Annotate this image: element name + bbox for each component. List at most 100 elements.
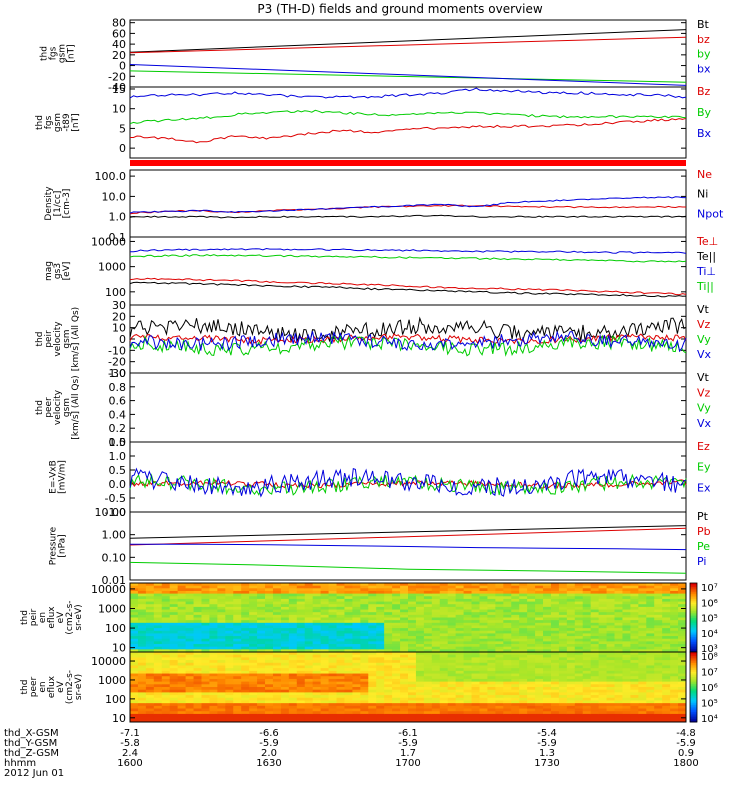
colorbar-tick-label: 10⁴ (701, 629, 718, 640)
time-axis-value: -4.8 (676, 728, 696, 739)
y-axis-label-line: sr-eV) (74, 674, 84, 700)
y-axis-label-line: peir (29, 608, 39, 626)
y-tick-label: 10 (112, 712, 126, 725)
y-axis-label-line: mag (44, 261, 54, 281)
panel-peir_spec: 10³ 10⁴ 10⁵ 10⁶ 10⁷ 10 100 1000 10000 thd peir en ef… (20, 582, 718, 655)
series-fgs-bx (129, 64, 687, 86)
y-tick-label: 0.2 (109, 422, 127, 435)
time-axis-value: -6.1 (398, 728, 418, 739)
y-axis-label-line: en (38, 681, 48, 692)
time-axis-value: 2.4 (122, 748, 138, 759)
y-tick-label: 1.0 (109, 367, 127, 380)
colorbar-tick-label: 10⁶ (701, 683, 718, 694)
y-tick-label: 0.10 (102, 551, 127, 564)
time-axis-value: 1700 (395, 758, 420, 769)
y-axis-label-line: fgs (49, 46, 59, 60)
y-tick-label: 100.0 (95, 170, 127, 183)
series-fgs-by (129, 70, 687, 83)
time-axis-value: 1630 (256, 758, 281, 769)
series-temp-ti|| (129, 254, 687, 263)
y-axis-label-line: thd (35, 115, 45, 130)
y-axis-label-line: [km/s] (All Qs) (71, 307, 81, 371)
legend-fgs-bt: Bt (697, 18, 710, 31)
legend-temp-te⊥: Te⊥ (696, 235, 718, 248)
y-axis-label-line: [eV] (62, 262, 72, 281)
y-axis-label-line: [nPa] (58, 534, 68, 557)
y-axis-label-line: gsm (62, 329, 72, 348)
legend-peir-vy: Vy (697, 333, 711, 346)
panel-peer: 0.00.20.40.60.81.0 thd peer velocity gsm [km/… (35, 367, 712, 449)
legend-efield-ez: Ez (697, 440, 710, 453)
legend-pressure-pi: Pi (697, 555, 706, 568)
series-t89-bx (129, 87, 687, 99)
legend-peir-vt: Vt (697, 303, 710, 316)
time-axis: thd_X-GSM -7.1 -6.6 -6.1 -5.4 -4.8 thd_Y-GSM -5… (4, 728, 699, 779)
y-tick-label: 100 (105, 693, 126, 706)
y-tick-label: 80 (112, 17, 126, 30)
time-axis-value: -5.9 (676, 738, 696, 749)
y-tick-label: -40 (108, 81, 126, 94)
series-t89-by (129, 109, 687, 125)
y-axis-label-line: [1/cc] (53, 191, 63, 217)
y-axis-label-line: eV (56, 611, 66, 624)
legend-temp-ti⊥: Ti⊥ (696, 265, 716, 278)
separator-band (130, 160, 686, 166)
legend-t89-by: By (697, 106, 712, 119)
legend-pressure-pt: Pt (697, 510, 709, 523)
y-axis-label-line: velocity (53, 389, 63, 425)
y-tick-label: 0.0 (109, 478, 127, 491)
series-density-ni (129, 214, 687, 219)
y-tick-label: 30 (112, 299, 126, 312)
legend-fgs-bz: bz (697, 33, 710, 46)
y-tick-label: 0.01 (102, 574, 127, 587)
time-axis-value: 2.0 (261, 748, 277, 759)
legend-temp-te||: Te|| (696, 250, 716, 263)
y-tick-label: 0 (119, 60, 126, 73)
time-axis-value: 1600 (117, 758, 142, 769)
y-axis-label-line: thd (35, 332, 45, 347)
y-tick-label: 10 (112, 103, 126, 116)
y-axis-label-line: peer (29, 676, 39, 697)
time-axis-value: -5.8 (120, 738, 140, 749)
y-tick-label: 60 (112, 27, 126, 40)
y-axis-label-line: sr-eV) (74, 604, 84, 630)
y-tick-label: 10.0 (102, 190, 127, 203)
legend-efield-ey: Ey (697, 461, 711, 474)
y-tick-label: 1.0 (109, 211, 127, 224)
y-tick-label: 1000 (98, 674, 126, 687)
panel-density: 0.1 1.0 10.0 100.0 Density [1/cc] [cm-3] Ne Ni Np… (44, 168, 724, 244)
panel-frame (129, 651, 687, 723)
series-pressure-pb (129, 527, 687, 546)
y-tick-label: 0.0 (109, 436, 127, 449)
time-axis-value: -5.9 (398, 738, 418, 749)
y-tick-label: 0.8 (109, 381, 127, 394)
y-tick-label: 1000 (98, 261, 126, 274)
panel-frame (129, 441, 687, 513)
y-axis-label-line: [nT] (67, 44, 77, 62)
time-axis-value: 1.3 (539, 748, 555, 759)
y-tick-label: 100 (105, 622, 126, 635)
y-tick-label: 0.1 (109, 231, 127, 244)
panel-frame (129, 372, 687, 443)
time-axis-value: -5.9 (259, 738, 279, 749)
y-tick-label: 10000 (91, 235, 126, 248)
legend-density-ni: Ni (697, 188, 708, 201)
series-peir-vx (129, 330, 687, 353)
time-axis-row-label: thd_Z-GSM (4, 748, 59, 759)
y-axis-label-line: -t89 (62, 113, 72, 132)
legend-temp-ti||: Ti|| (696, 280, 714, 293)
series-fgs-bz (129, 36, 687, 54)
series-pressure-pi (130, 543, 687, 551)
panel-frame (129, 169, 687, 238)
colorbar-peir_spec: 10³ 10⁴ 10⁵ 10⁶ 10⁷ (689, 582, 718, 655)
y-tick-label: 100 (105, 286, 126, 299)
colorbar-tick-label: 10⁵ (701, 699, 718, 710)
y-tick-label: 40 (112, 38, 126, 51)
time-axis-row-label: thd_Y-GSM (4, 738, 57, 749)
colorbar-tick-label: 10⁵ (701, 614, 718, 625)
legend-fgs-bx: bx (697, 62, 711, 75)
series-peir-vz (129, 333, 687, 346)
series-temp-te|| (129, 281, 687, 298)
